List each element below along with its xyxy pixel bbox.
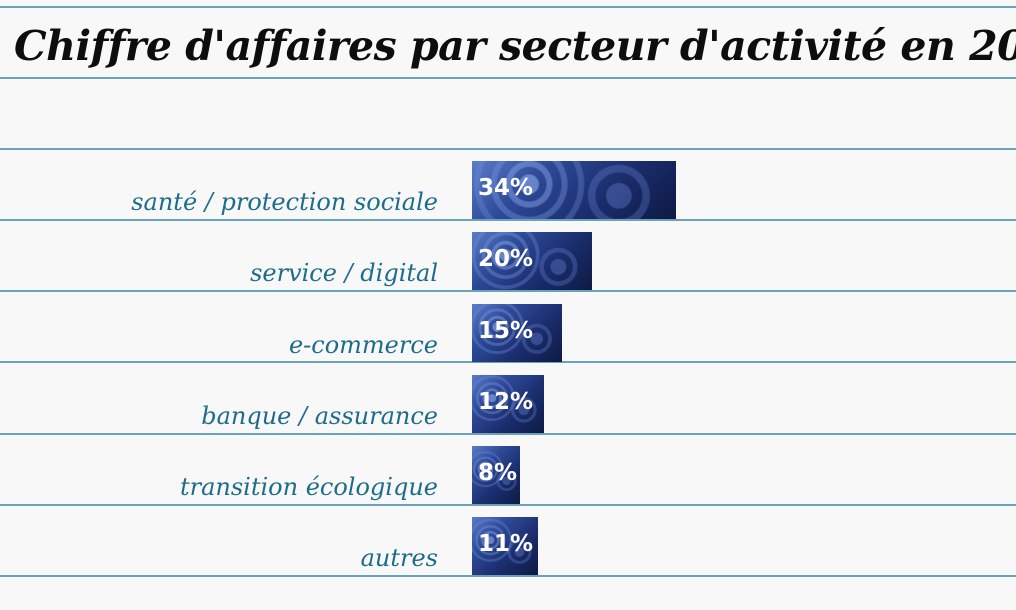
data-label: 15% xyxy=(478,317,534,344)
bar: 11% xyxy=(472,517,538,576)
category-label: banque / assurance xyxy=(201,401,438,430)
ruled-line xyxy=(0,290,1016,292)
category-label: autres xyxy=(360,544,438,573)
data-label: 11% xyxy=(478,531,534,558)
ruled-line xyxy=(0,504,1016,506)
category-label: transition écologique xyxy=(179,473,438,501)
chart-title: Chiffre d'affaires par secteur d'activit… xyxy=(14,22,1016,70)
bar: 12% xyxy=(472,374,544,433)
category-label: service / digital xyxy=(250,259,438,288)
data-label: 20% xyxy=(478,246,534,273)
bar: 15% xyxy=(472,303,562,362)
bar: 34% xyxy=(472,161,676,220)
ruled-line xyxy=(0,148,1016,150)
category-label: e-commerce xyxy=(288,330,438,359)
ruled-line xyxy=(0,219,1016,221)
data-label: 34% xyxy=(478,175,534,202)
bar: 8% xyxy=(472,446,520,504)
data-label: 8% xyxy=(478,460,518,486)
bar: 20% xyxy=(472,232,592,291)
ruled-line xyxy=(0,77,1016,79)
ruled-line xyxy=(0,575,1016,577)
ruled-line xyxy=(0,361,1016,363)
data-label: 12% xyxy=(478,388,534,415)
ruled-line xyxy=(0,6,1016,8)
category-label: santé / protection sociale xyxy=(131,188,438,217)
ruled-line xyxy=(0,433,1016,435)
